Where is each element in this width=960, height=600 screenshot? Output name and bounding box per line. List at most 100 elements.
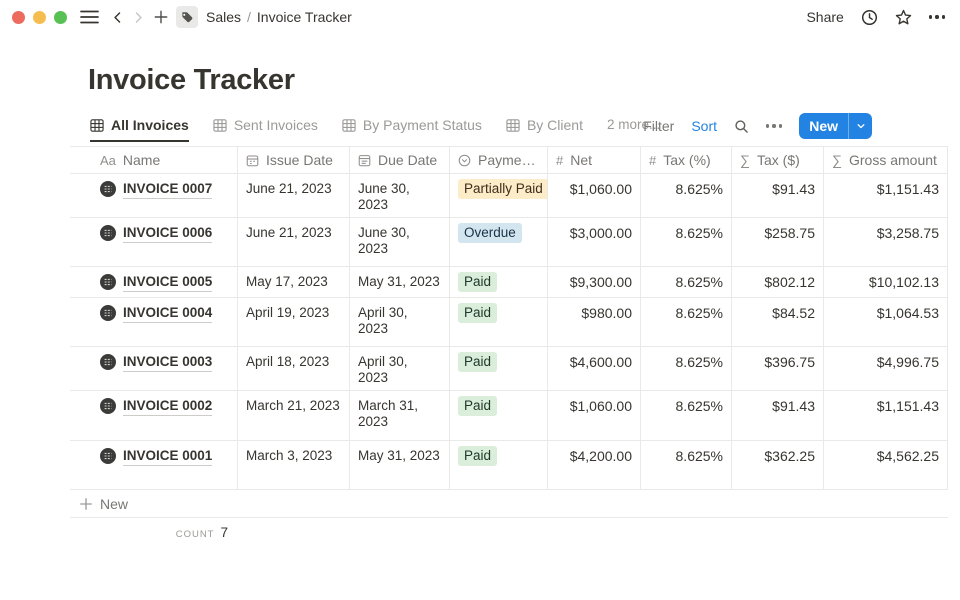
net-cell[interactable]: $1,060.00 (547, 391, 640, 440)
tax-percent-cell[interactable]: 8.625% (640, 267, 731, 297)
table-row[interactable]: INVOICE 0004 April 19, 2023 April 30, 2023… (70, 298, 948, 347)
gross-amount-cell[interactable]: $4,562.25 (823, 441, 948, 489)
name-cell[interactable]: INVOICE 0002 (70, 391, 237, 440)
table-row[interactable]: INVOICE 0005 May 17, 2023 May 31, 2023 Paid… (70, 267, 948, 298)
net-cell[interactable]: $1,060.00 (547, 174, 640, 217)
tax-percent-cell[interactable]: 8.625% (640, 441, 731, 489)
net-cell[interactable]: $4,200.00 (547, 441, 640, 489)
due-date-cell[interactable]: April 30, 2023 (349, 347, 449, 390)
tax-percent-cell[interactable]: 8.625% (640, 218, 731, 266)
invoice-page-link[interactable]: INVOICE 0001 (123, 448, 213, 466)
count-calculation[interactable]: COUNT 7 (70, 518, 237, 547)
net-cell[interactable]: $4,600.00 (547, 347, 640, 390)
invoice-page-link[interactable]: INVOICE 0005 (123, 274, 213, 292)
issue-date-cell[interactable]: June 21, 2023 (237, 218, 349, 266)
tab-all-invoices[interactable]: All Invoices (90, 117, 189, 142)
tax-percent-cell[interactable]: 8.625% (640, 391, 731, 440)
invoice-page-link[interactable]: INVOICE 0002 (123, 398, 213, 416)
tab-by-payment-status[interactable]: By Payment Status (342, 117, 482, 142)
table-row[interactable]: INVOICE 0003 April 18, 2023 April 30, 2023… (70, 347, 948, 391)
name-cell[interactable]: INVOICE 0003 (70, 347, 237, 390)
due-date-cell[interactable]: March 31, 2023 (349, 391, 449, 440)
column-header-gross-amount[interactable]: ∑ Gross amount (823, 147, 948, 173)
gross-amount-cell[interactable]: $3,258.75 (823, 218, 948, 266)
forward-icon[interactable] (132, 11, 145, 24)
issue-date-cell[interactable]: April 18, 2023 (237, 347, 349, 390)
tax-percent-cell[interactable]: 8.625% (640, 298, 731, 346)
tax-usd-cell[interactable]: $91.43 (731, 391, 823, 440)
breadcrumb-page[interactable]: Invoice Tracker (256, 9, 352, 25)
name-cell[interactable]: INVOICE 0005 (70, 267, 237, 297)
favorite-star-icon[interactable] (895, 9, 912, 26)
view-options-icon[interactable] (766, 124, 783, 128)
new-entry-label[interactable]: New (809, 118, 838, 134)
payment-status-cell[interactable]: Paid (449, 298, 547, 346)
issue-date-cell[interactable]: March 21, 2023 (237, 391, 349, 440)
new-entry-button[interactable]: New (799, 113, 872, 139)
gross-amount-cell[interactable]: $1,151.43 (823, 391, 948, 440)
payment-status-cell[interactable]: Overdue (449, 218, 547, 266)
issue-date-cell[interactable]: March 3, 2023 (237, 441, 349, 489)
column-header-net[interactable]: # Net (547, 147, 640, 173)
issue-date-cell[interactable]: June 21, 2023 (237, 174, 349, 217)
new-entry-dropdown-icon[interactable] (848, 113, 872, 139)
issue-date-cell[interactable]: May 17, 2023 (237, 267, 349, 297)
gross-amount-cell[interactable]: $10,102.13 (823, 267, 948, 297)
net-cell[interactable]: $3,000.00 (547, 218, 640, 266)
zoom-window-button[interactable] (54, 10, 67, 24)
column-header-tax-(%)[interactable]: # Tax (%) (640, 147, 731, 173)
name-cell[interactable]: INVOICE 0007 (70, 174, 237, 217)
net-cell[interactable]: $980.00 (547, 298, 640, 346)
tax-usd-cell[interactable]: $91.43 (731, 174, 823, 217)
tab-by-client[interactable]: By Client (506, 117, 583, 142)
payment-status-cell[interactable]: Partially Paid (449, 174, 547, 217)
column-header-name[interactable]: Aa Name (100, 152, 161, 168)
tax-usd-cell[interactable]: $84.52 (731, 298, 823, 346)
column-header-payment-status[interactable]: Payment … (449, 147, 547, 173)
column-header-due-date[interactable]: Due Date (349, 147, 449, 173)
issue-date-cell[interactable]: April 19, 2023 (237, 298, 349, 346)
column-header-issue-date[interactable]: Issue Date (237, 147, 349, 173)
invoice-page-link[interactable]: INVOICE 0004 (123, 305, 213, 323)
tax-percent-cell[interactable]: 8.625% (640, 174, 731, 217)
gross-amount-cell[interactable]: $1,151.43 (823, 174, 948, 217)
due-date-cell[interactable]: May 31, 2023 (349, 441, 449, 489)
due-date-cell[interactable]: May 31, 2023 (349, 267, 449, 297)
share-button[interactable]: Share (806, 9, 844, 25)
tax-percent-cell[interactable]: 8.625% (640, 347, 731, 390)
name-cell[interactable]: INVOICE 0006 (70, 218, 237, 266)
invoice-page-link[interactable]: INVOICE 0007 (123, 181, 213, 199)
table-row[interactable]: INVOICE 0002 March 21, 2023 March 31, 2023… (70, 391, 948, 441)
updates-clock-icon[interactable] (861, 9, 878, 26)
payment-status-cell[interactable]: Paid (449, 267, 547, 297)
sidebar-toggle-icon[interactable] (80, 10, 99, 24)
more-views-button[interactable]: 2 more... (606, 117, 661, 132)
filter-button[interactable]: Filter (643, 118, 675, 134)
invoice-page-link[interactable]: INVOICE 0006 (123, 225, 213, 243)
breadcrumb-section[interactable]: Sales (206, 9, 242, 25)
tax-usd-cell[interactable]: $362.25 (731, 441, 823, 489)
tab-sent-invoices[interactable]: Sent Invoices (213, 117, 318, 142)
payment-status-cell[interactable]: Paid (449, 347, 547, 390)
new-page-icon[interactable] (154, 10, 168, 24)
gross-amount-cell[interactable]: $1,064.53 (823, 298, 948, 346)
table-row[interactable]: INVOICE 0006 June 21, 2023 June 30, 2023 Ov… (70, 218, 948, 267)
tax-usd-cell[interactable]: $802.12 (731, 267, 823, 297)
more-options-icon[interactable] (928, 15, 945, 19)
close-window-button[interactable] (12, 10, 25, 24)
back-icon[interactable] (111, 11, 124, 24)
tax-usd-cell[interactable]: $396.75 (731, 347, 823, 390)
invoice-page-link[interactable]: INVOICE 0003 (123, 354, 213, 372)
name-cell[interactable]: INVOICE 0001 (70, 441, 237, 489)
table-row[interactable]: INVOICE 0007 June 21, 2023 June 30, 2023 Pa… (70, 174, 948, 218)
minimize-window-button[interactable] (33, 10, 46, 24)
column-header-tax-($)[interactable]: ∑ Tax ($) (731, 147, 823, 173)
due-date-cell[interactable]: April 30, 2023 (349, 298, 449, 346)
due-date-cell[interactable]: June 30, 2023 (349, 174, 449, 217)
add-row-button[interactable]: New (70, 490, 948, 518)
gross-amount-cell[interactable]: $4,996.75 (823, 347, 948, 390)
search-icon[interactable] (734, 119, 749, 134)
payment-status-cell[interactable]: Paid (449, 441, 547, 489)
tax-usd-cell[interactable]: $258.75 (731, 218, 823, 266)
table-row[interactable]: INVOICE 0001 March 3, 2023 May 31, 2023 Pai… (70, 441, 948, 490)
